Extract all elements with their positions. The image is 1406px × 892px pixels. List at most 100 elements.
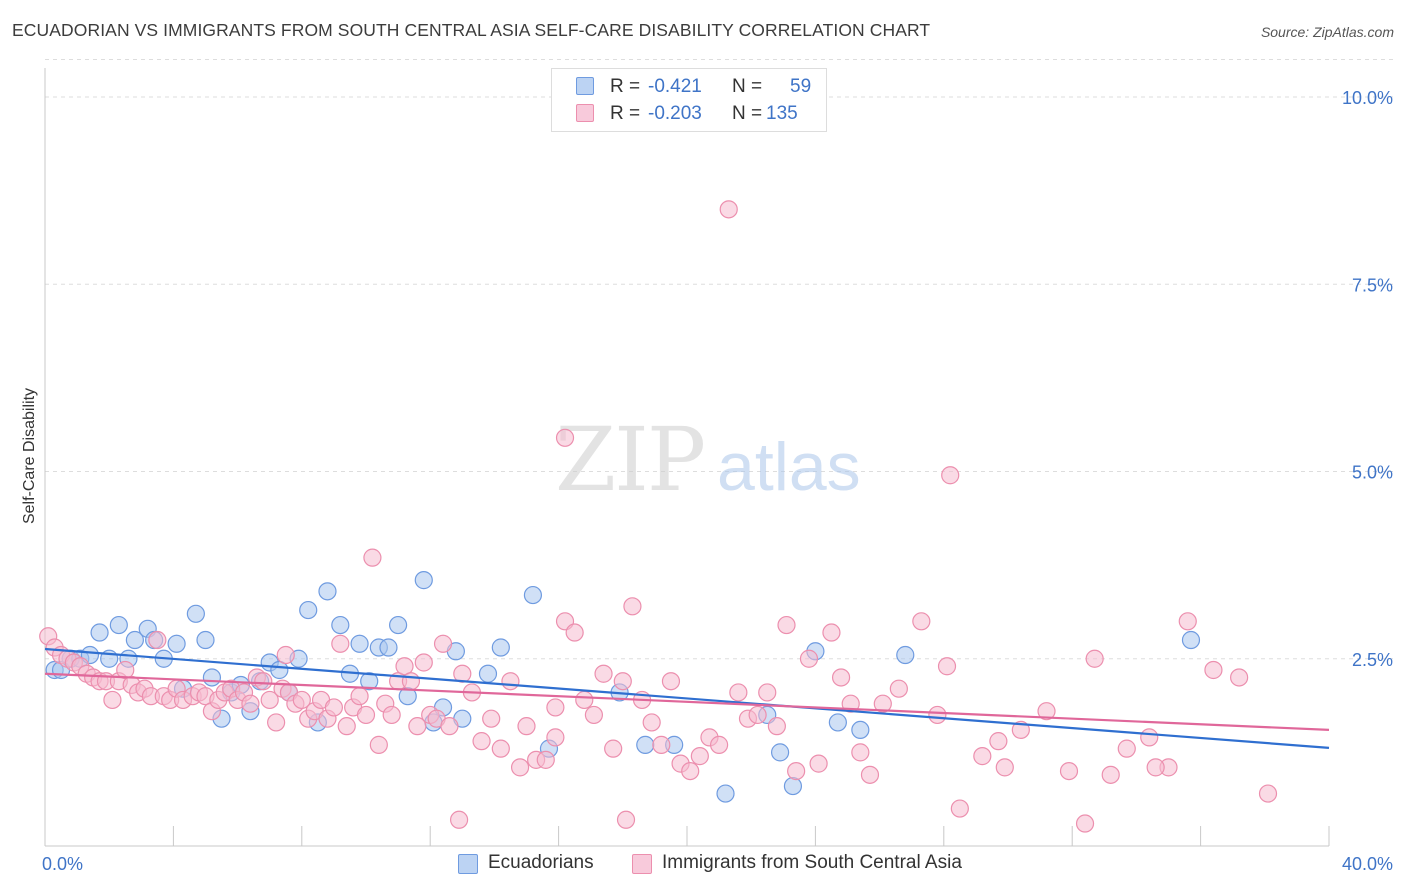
point-immigrants [973, 747, 992, 766]
point-immigrants [1178, 612, 1197, 631]
point-ecuadorians [202, 668, 222, 687]
point-ecuadorians [716, 784, 735, 803]
point-immigrants [356, 705, 376, 725]
point-immigrants [995, 758, 1014, 777]
point-immigrants [1085, 649, 1104, 668]
point-ecuadorians [109, 615, 128, 635]
axes [44, 68, 1330, 847]
point-ecuadorians [389, 615, 408, 635]
point-immigrants [912, 612, 931, 631]
point-immigrants [767, 717, 786, 736]
bottom-legend-label: Immigrants from South Central Asia [662, 852, 962, 873]
gridlines [45, 59, 1393, 660]
point-immigrants [337, 717, 356, 736]
point-immigrants [777, 615, 796, 635]
point-immigrants [928, 705, 947, 725]
point-immigrants [401, 672, 421, 691]
point-immigrants [260, 690, 279, 710]
point-immigrants [594, 664, 613, 683]
point-immigrants [414, 653, 433, 672]
point-immigrants [822, 623, 841, 642]
point-immigrants [799, 649, 819, 668]
point-immigrants [254, 672, 273, 691]
point-immigrants [758, 683, 777, 702]
point-immigrants [1011, 720, 1030, 740]
legend-r-value: -0.203 [648, 103, 702, 124]
point-immigrants [831, 668, 851, 687]
point-immigrants [889, 679, 908, 698]
bottom-legend-swatch-pink [632, 854, 652, 874]
legend-r-label: R = [610, 103, 641, 124]
point-ecuadorians [125, 630, 144, 650]
point-ecuadorians [851, 720, 870, 740]
point-immigrants [950, 799, 969, 818]
point-immigrants [1146, 758, 1165, 777]
point-immigrants [536, 750, 555, 769]
point-immigrants [103, 690, 122, 710]
point-ecuadorians [379, 638, 398, 657]
legend-swatch-blue [576, 77, 594, 95]
legend-n-value: 59 [790, 76, 812, 97]
point-ecuadorians [491, 638, 510, 657]
point-immigrants [652, 735, 671, 754]
point-immigrants [787, 761, 806, 781]
point-immigrants [241, 694, 260, 713]
point-immigrants [1258, 784, 1278, 803]
y-tick-label: 7.5% [1352, 275, 1393, 295]
chart-title: ECUADORIAN VS IMMIGRANTS FROM SOUTH CENT… [12, 20, 931, 40]
point-immigrants [472, 732, 491, 751]
point-ecuadorians [318, 582, 337, 601]
point-ecuadorians [896, 645, 915, 665]
point-immigrants [613, 672, 632, 691]
point-ecuadorians [331, 615, 350, 635]
point-immigrants [491, 739, 510, 758]
point-immigrants [408, 717, 427, 736]
point-immigrants [555, 428, 575, 447]
point-immigrants [116, 660, 135, 680]
point-immigrants [1230, 668, 1249, 687]
point-immigrants [681, 761, 700, 781]
point-immigrants [267, 713, 286, 732]
point-ecuadorians [360, 672, 379, 691]
point-immigrants [616, 810, 636, 829]
point-immigrants [575, 690, 594, 710]
point-immigrants [565, 623, 584, 642]
point-ecuadorians [186, 604, 205, 623]
point-immigrants [449, 810, 469, 829]
point-ecuadorians [478, 664, 498, 683]
point-immigrants [517, 717, 536, 736]
point-immigrants [642, 713, 661, 732]
y-tick-label: 5.0% [1352, 463, 1393, 483]
trend-line-ecuadorians [44, 647, 1330, 749]
source-credit: Source: ZipAtlas.com [1260, 24, 1394, 40]
legend-n-value: 135 [766, 103, 798, 124]
point-immigrants [546, 728, 565, 747]
point-immigrants [382, 705, 401, 725]
point-ecuadorians [90, 623, 109, 642]
legend-n-label: N = [732, 76, 763, 97]
point-immigrants [1059, 761, 1079, 781]
point-ecuadorians [770, 743, 790, 762]
point-immigrants [719, 200, 738, 219]
point-ecuadorians [1181, 630, 1201, 650]
point-ecuadorians [783, 776, 803, 796]
point-immigrants [395, 657, 414, 676]
point-immigrants [433, 634, 453, 653]
point-ecuadorians [828, 713, 847, 732]
y-axis-label: Self-Care Disability [21, 388, 38, 524]
point-immigrants [1204, 660, 1223, 680]
point-ecuadorians [523, 585, 543, 605]
point-immigrants [623, 597, 642, 616]
point-ecuadorians [167, 634, 186, 653]
point-immigrants [276, 645, 295, 665]
correlation-legend: R = -0.421 N = 59 R = -0.203 N = 135 [551, 68, 827, 132]
y-tick-label: 2.5% [1352, 650, 1393, 670]
point-immigrants [501, 672, 520, 691]
point-immigrants [440, 717, 459, 736]
point-immigrants [292, 690, 311, 710]
watermark: ZIP atlas [555, 408, 861, 511]
y-tick-label: 10.0% [1342, 88, 1393, 108]
legend-r-value: -0.421 [648, 76, 702, 97]
point-immigrants [546, 698, 565, 717]
